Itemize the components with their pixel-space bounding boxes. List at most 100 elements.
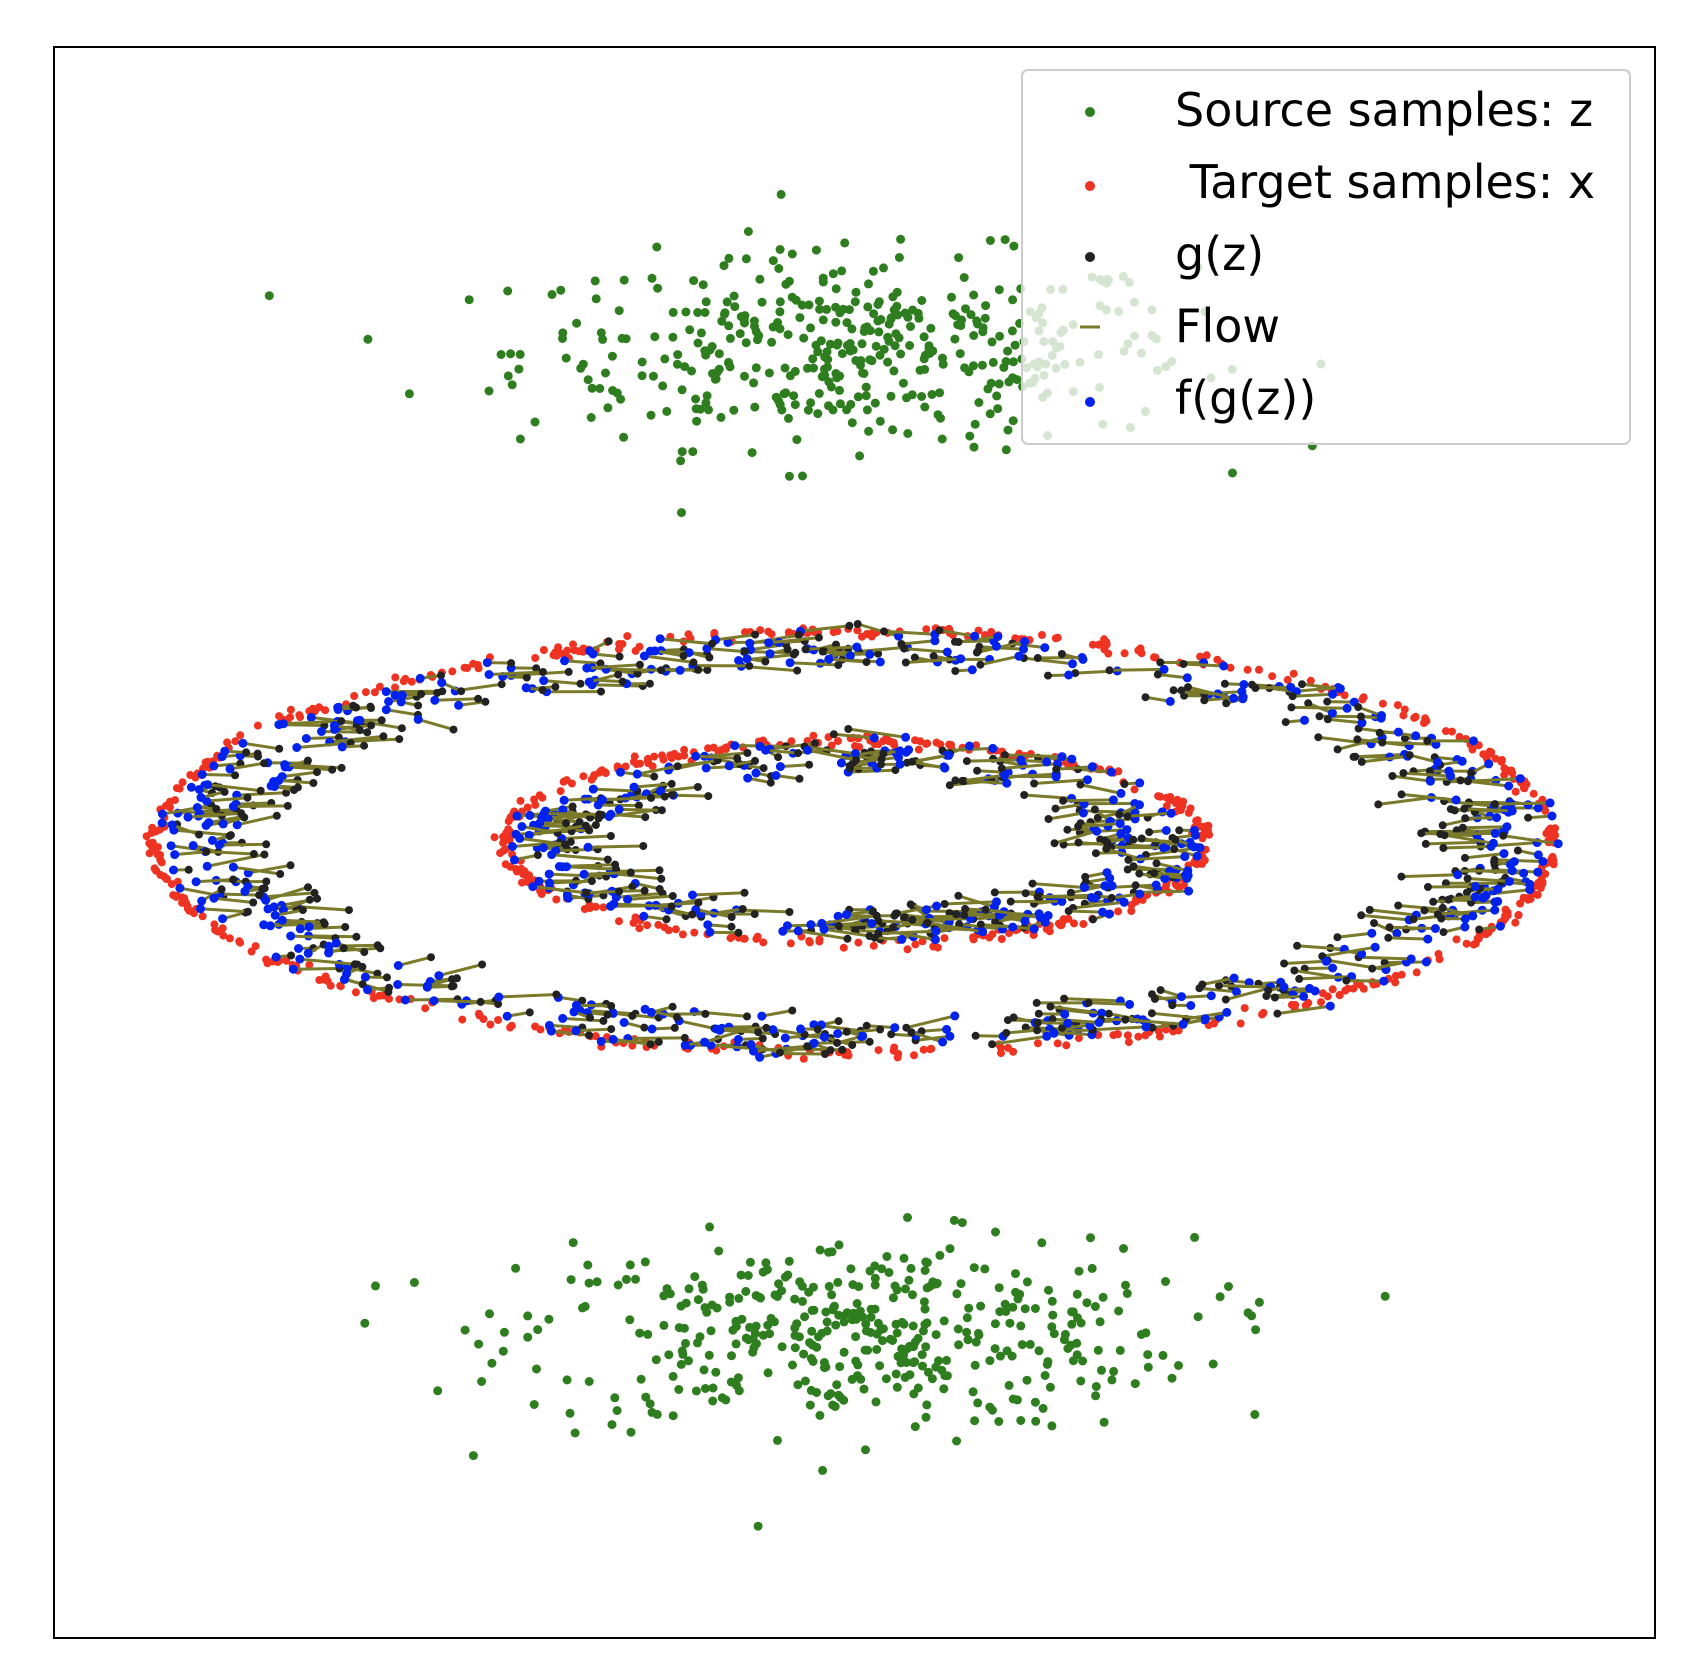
gz-point	[1461, 814, 1470, 823]
source-point	[1008, 1302, 1018, 1312]
fgz-point	[1029, 924, 1039, 934]
target-point	[919, 1045, 928, 1054]
fgz-point	[1068, 659, 1077, 669]
fgz-point	[1108, 795, 1118, 805]
gz-point	[1323, 715, 1332, 724]
source-point	[565, 1408, 575, 1418]
gz-point	[1090, 805, 1099, 814]
gz-point	[244, 907, 252, 916]
gz-point	[846, 764, 855, 773]
source-point	[719, 309, 729, 319]
gz-point	[575, 818, 584, 826]
fgz-point	[765, 649, 775, 659]
fgz-point	[434, 971, 444, 981]
target-point	[1070, 919, 1078, 928]
target-point	[175, 784, 184, 793]
flow-segment	[1284, 959, 1327, 965]
target-point	[321, 972, 330, 981]
fgz-point	[157, 818, 167, 828]
source-point	[468, 1451, 478, 1461]
target-point	[1511, 918, 1520, 927]
target-point	[1045, 927, 1054, 936]
fgz-point	[639, 911, 649, 921]
source-point	[775, 400, 785, 410]
fgz-point	[730, 741, 740, 751]
flow-segment	[1187, 685, 1234, 700]
flow-segment	[564, 659, 601, 665]
source-point	[702, 1307, 712, 1317]
fgz-point	[833, 911, 843, 921]
source-point	[832, 340, 842, 350]
flow-segment	[821, 914, 877, 925]
fgz-point	[1327, 708, 1337, 718]
gz-point	[1089, 915, 1097, 924]
gz-point	[990, 888, 999, 897]
source-point	[822, 347, 832, 357]
gz-point	[962, 757, 971, 766]
fgz-point	[970, 631, 980, 641]
source-point	[730, 302, 740, 312]
fgz-point	[1377, 711, 1386, 720]
fgz-point	[502, 1011, 512, 1021]
source-point	[870, 1273, 880, 1283]
target-point	[1162, 793, 1171, 802]
target-point	[1009, 1047, 1018, 1056]
source-point	[676, 456, 686, 466]
source-point	[866, 1304, 876, 1314]
fgz-point	[867, 919, 877, 928]
target-point	[587, 775, 596, 784]
flow-segment	[1225, 986, 1269, 1002]
gz-point	[679, 651, 688, 660]
target-point	[1100, 645, 1109, 654]
target-point	[530, 795, 539, 804]
source-point	[668, 1411, 678, 1421]
source-point	[696, 328, 706, 338]
target-point	[499, 846, 508, 855]
gz-point	[640, 886, 649, 895]
fgz-point	[895, 746, 905, 756]
flow-segment	[901, 639, 936, 646]
gz-point	[254, 752, 262, 761]
gz-point	[766, 778, 775, 787]
target-point	[1094, 640, 1103, 649]
gz-point	[880, 627, 888, 636]
source-point	[705, 1222, 715, 1232]
source-point	[818, 1465, 828, 1475]
target-point	[401, 674, 410, 683]
target-point	[1175, 800, 1184, 809]
target-point	[351, 988, 360, 997]
gz-point	[618, 677, 627, 686]
target-point	[173, 891, 181, 900]
target-point	[178, 778, 187, 787]
flow-segment	[171, 823, 200, 837]
flow-segment	[1299, 975, 1352, 981]
source-point	[767, 337, 777, 347]
gz-point	[551, 682, 560, 691]
fgz-point	[703, 920, 713, 930]
source-point	[733, 1373, 743, 1383]
source-point	[688, 447, 698, 457]
source-point	[812, 1388, 822, 1397]
source-point	[886, 391, 896, 401]
gz-point	[1342, 976, 1351, 985]
gz-point	[1323, 697, 1332, 706]
source-point	[898, 378, 908, 388]
flow-segment	[1301, 682, 1341, 691]
gz-point	[639, 842, 648, 850]
gz-point	[960, 911, 969, 920]
target-point	[853, 626, 862, 635]
flow-segment	[235, 801, 272, 806]
flow-segment	[564, 796, 602, 802]
gz-point	[1177, 686, 1186, 695]
gz-point	[272, 811, 281, 820]
gz-point	[750, 910, 759, 919]
flow-segment	[544, 812, 600, 816]
target-point	[874, 1046, 883, 1055]
gz-point	[689, 658, 698, 667]
gz-point	[1424, 883, 1432, 891]
source-point	[660, 354, 670, 364]
target-point	[1038, 631, 1046, 639]
flow-segment	[857, 622, 900, 638]
fgz-point	[734, 656, 744, 665]
gz-point	[1273, 1009, 1282, 1018]
